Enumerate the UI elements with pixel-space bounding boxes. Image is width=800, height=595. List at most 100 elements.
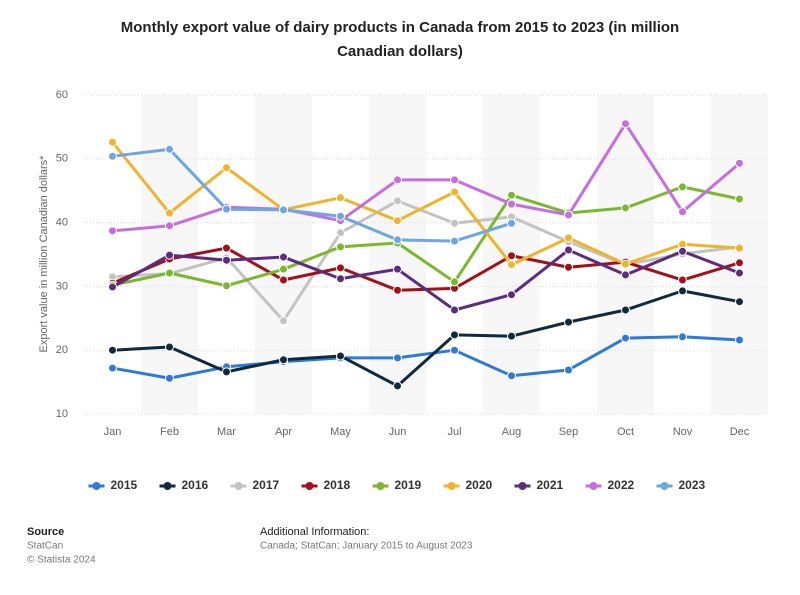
series-line	[111, 248, 741, 312]
point	[735, 158, 744, 168]
chart-title: Canadian dollars)	[337, 43, 463, 60]
point	[621, 203, 630, 213]
point	[507, 331, 516, 341]
series-line	[111, 141, 740, 267]
point	[678, 275, 687, 285]
point	[564, 233, 573, 243]
legend-label: 2023	[679, 478, 706, 492]
series-line	[112, 185, 740, 288]
point	[222, 243, 231, 253]
legend-marker	[92, 482, 101, 490]
x-tick-label: Aug	[502, 426, 522, 438]
x-tick-label: Nov	[673, 426, 693, 438]
point	[564, 245, 573, 255]
info: Canada; StatCan; January 2015 to August …	[260, 541, 473, 552]
x-tick-label: Mar	[217, 426, 236, 438]
point	[507, 260, 516, 270]
point	[678, 246, 687, 256]
point	[165, 373, 174, 383]
point	[279, 316, 288, 326]
x-tick-label: Oct	[617, 426, 634, 438]
point	[165, 342, 174, 352]
legend-label: 2015	[111, 478, 138, 492]
band	[711, 95, 768, 414]
point	[507, 218, 516, 228]
point	[735, 258, 744, 268]
legend-marker	[305, 482, 314, 490]
source: StatCan	[27, 541, 63, 552]
legend-label: 2018	[324, 478, 351, 492]
point	[735, 268, 744, 278]
point	[564, 210, 573, 220]
point	[393, 381, 402, 391]
point	[564, 317, 573, 327]
series-line	[112, 289, 740, 388]
point	[108, 363, 117, 373]
point	[393, 196, 402, 206]
point	[450, 345, 459, 355]
copyright: © Statista 2024	[27, 555, 96, 566]
x-tick-label: Apr	[275, 426, 292, 438]
point	[165, 250, 174, 260]
point	[279, 205, 288, 215]
point	[336, 242, 345, 252]
point	[621, 305, 630, 315]
point	[165, 144, 174, 154]
point	[564, 365, 573, 375]
point	[222, 281, 231, 291]
point	[621, 333, 630, 343]
x-tick-label: May	[330, 426, 351, 438]
point	[735, 243, 744, 253]
series-line	[112, 122, 741, 233]
legend-label: 2020	[466, 478, 493, 492]
point	[108, 137, 117, 147]
point	[735, 297, 744, 307]
legend-label: 2017	[253, 478, 280, 492]
info-title: Additional Information:	[260, 526, 369, 538]
point	[222, 255, 231, 265]
point	[336, 228, 345, 238]
y-tick-label: 60	[56, 89, 68, 101]
point	[450, 330, 459, 340]
legend-marker	[376, 482, 385, 490]
point	[678, 286, 687, 296]
y-tick-label: 50	[56, 153, 68, 165]
point	[108, 151, 117, 161]
y-axis-title: Export value in million Canadian dollars…	[38, 155, 50, 353]
point	[336, 351, 345, 361]
x-tick-label: Sep	[559, 426, 579, 438]
point	[279, 355, 288, 365]
point	[450, 187, 459, 197]
point	[393, 235, 402, 245]
legend-label: 2021	[537, 478, 564, 492]
point	[450, 236, 459, 246]
point	[108, 345, 117, 355]
point	[621, 119, 630, 129]
legend-marker	[234, 482, 243, 490]
legend-marker	[660, 482, 669, 490]
point	[393, 285, 402, 295]
point	[735, 194, 744, 204]
point	[336, 274, 345, 284]
point	[393, 353, 402, 363]
point	[165, 221, 174, 231]
point	[450, 305, 459, 315]
point	[621, 259, 630, 269]
point	[507, 199, 516, 209]
y-tick-label: 40	[56, 217, 68, 229]
point	[564, 262, 573, 272]
point	[108, 226, 117, 236]
y-tick-label: 30	[56, 280, 68, 292]
point	[450, 218, 459, 228]
legend-label: 2016	[182, 478, 209, 492]
point	[222, 367, 231, 377]
point	[336, 263, 345, 273]
x-tick-label: Feb	[160, 426, 179, 438]
legend-marker	[163, 482, 172, 490]
point	[108, 282, 117, 292]
point	[279, 264, 288, 274]
source-title: Source	[27, 526, 64, 538]
x-tick-label: Jul	[447, 426, 461, 438]
point	[393, 175, 402, 185]
